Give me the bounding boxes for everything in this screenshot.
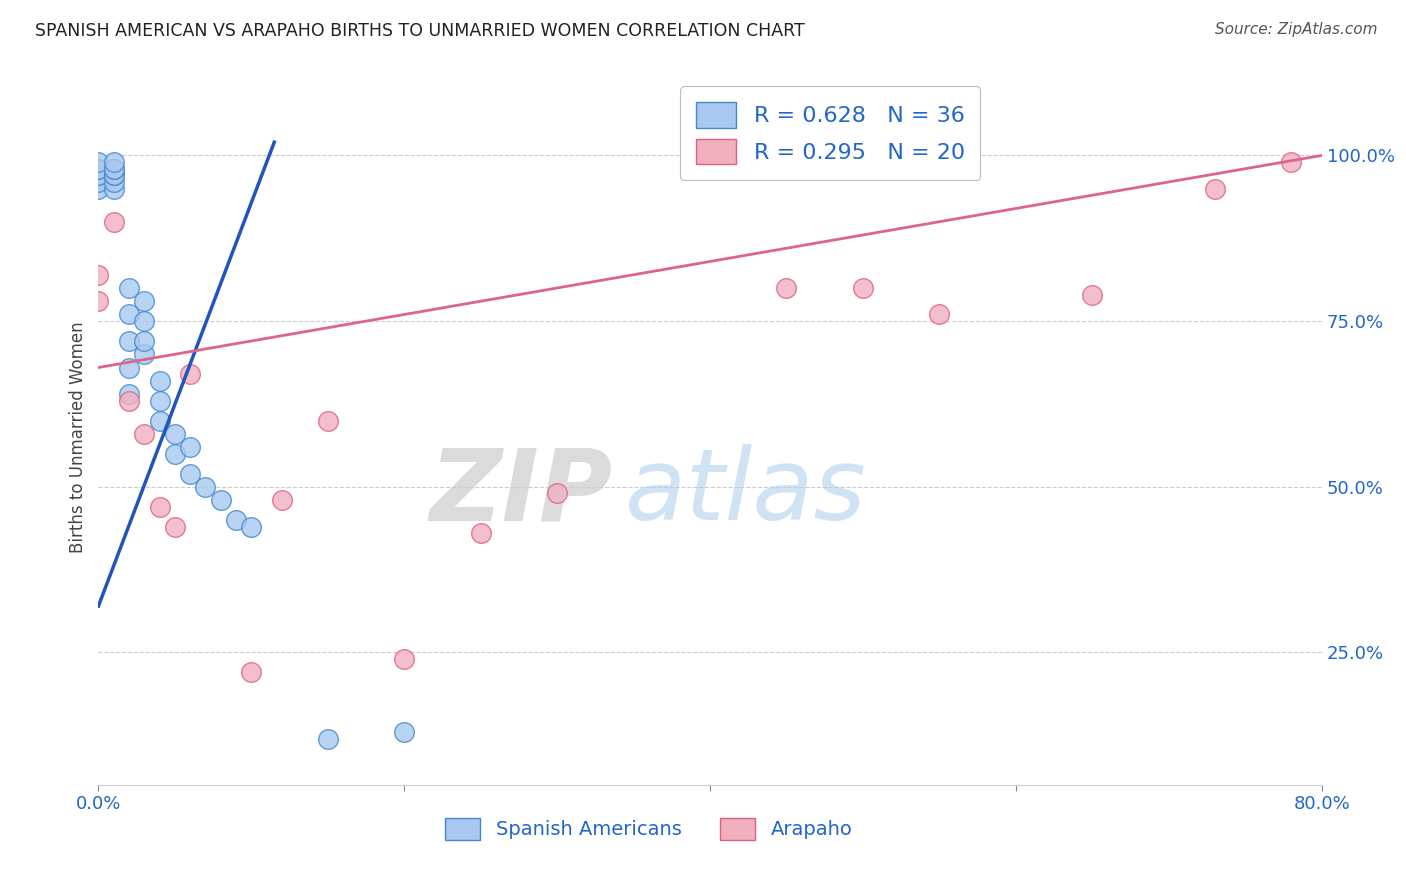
Point <box>103 169 125 183</box>
Point <box>225 513 247 527</box>
Point <box>179 440 201 454</box>
Point <box>240 519 263 533</box>
Point <box>546 486 568 500</box>
Point <box>87 181 110 195</box>
Point <box>103 169 125 183</box>
Text: Source: ZipAtlas.com: Source: ZipAtlas.com <box>1215 22 1378 37</box>
Point <box>87 161 110 176</box>
Point <box>149 393 172 408</box>
Point <box>852 281 875 295</box>
Point <box>270 493 292 508</box>
Point <box>87 294 110 309</box>
Point <box>149 413 172 427</box>
Point <box>134 347 156 361</box>
Point <box>87 268 110 282</box>
Point <box>118 393 141 408</box>
Point <box>928 308 950 322</box>
Point <box>118 334 141 348</box>
Y-axis label: Births to Unmarried Women: Births to Unmarried Women <box>69 321 87 553</box>
Point <box>163 426 186 441</box>
Point <box>775 281 797 295</box>
Point <box>134 334 156 348</box>
Legend: Spanish Americans, Arapaho: Spanish Americans, Arapaho <box>433 806 865 852</box>
Point <box>194 480 217 494</box>
Point <box>163 447 186 461</box>
Point <box>392 652 416 666</box>
Point <box>87 161 110 176</box>
Point <box>163 519 186 533</box>
Point <box>1204 181 1226 195</box>
Point <box>103 161 125 176</box>
Point <box>1279 155 1302 169</box>
Point <box>149 374 172 388</box>
Point <box>209 493 232 508</box>
Point <box>118 281 141 295</box>
Point <box>87 169 110 183</box>
Point <box>103 181 125 195</box>
Point <box>103 155 125 169</box>
Point <box>149 500 172 514</box>
Point <box>179 367 201 381</box>
Point <box>103 161 125 176</box>
Point <box>87 155 110 169</box>
Point <box>87 175 110 189</box>
Point <box>392 725 416 739</box>
Point <box>118 360 141 375</box>
Point <box>316 413 339 427</box>
Point <box>118 387 141 401</box>
Point <box>103 175 125 189</box>
Point <box>179 467 201 481</box>
Point <box>316 731 339 746</box>
Point <box>470 526 492 541</box>
Point <box>134 426 156 441</box>
Point <box>240 665 263 680</box>
Text: SPANISH AMERICAN VS ARAPAHO BIRTHS TO UNMARRIED WOMEN CORRELATION CHART: SPANISH AMERICAN VS ARAPAHO BIRTHS TO UN… <box>35 22 804 40</box>
Point <box>134 294 156 309</box>
Text: atlas: atlas <box>624 444 866 541</box>
Point <box>118 308 141 322</box>
Point <box>134 314 156 328</box>
Point <box>1081 287 1104 301</box>
Point <box>87 169 110 183</box>
Point <box>103 215 125 229</box>
Text: ZIP: ZIP <box>429 444 612 541</box>
